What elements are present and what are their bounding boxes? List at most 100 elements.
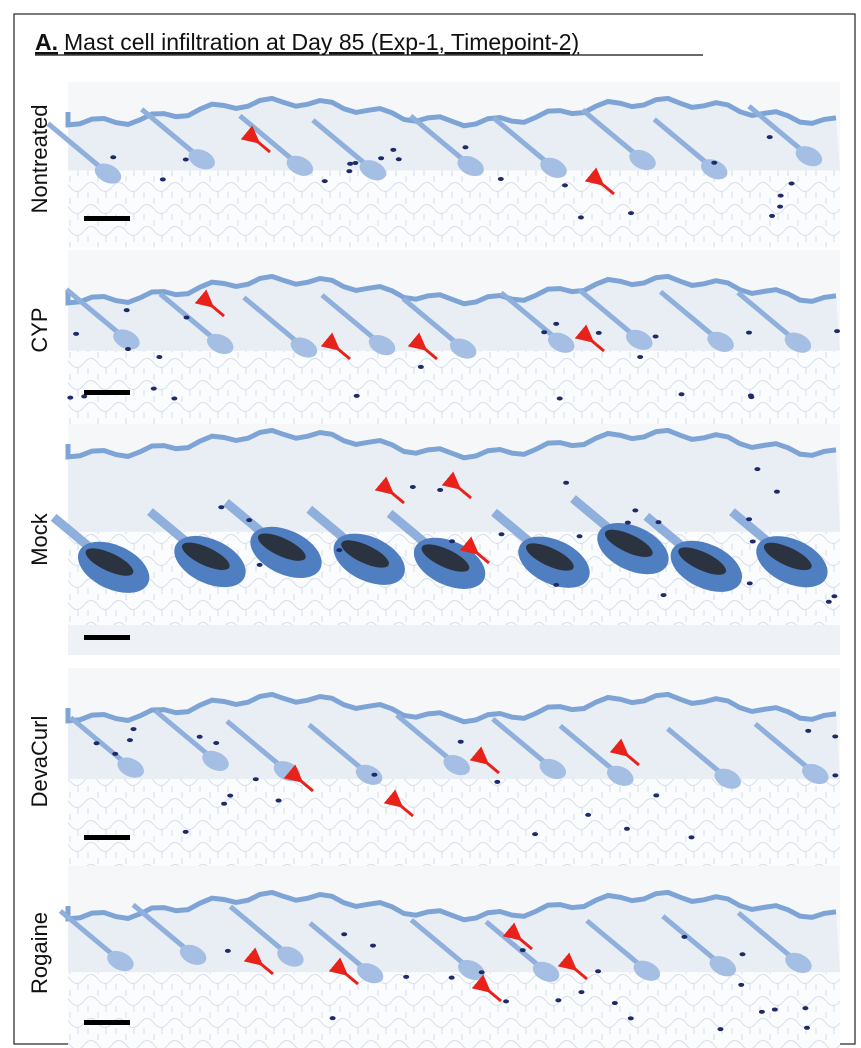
- mast-cell: [246, 518, 253, 523]
- mast-cell: [831, 594, 838, 599]
- panel-label: Mock: [27, 512, 52, 566]
- mast-cell: [595, 330, 602, 335]
- scale-bar: [84, 1020, 130, 1025]
- follicle-bulb: [784, 332, 812, 353]
- mast-cell: [126, 738, 133, 743]
- mast-cell: [346, 169, 353, 174]
- mast-cell: [123, 308, 130, 313]
- follicle-bulb: [709, 956, 737, 977]
- mast-cell: [390, 798, 398, 804]
- epidermis: [65, 95, 837, 129]
- mast-cell: [159, 177, 166, 182]
- follicle-bulb: [355, 764, 383, 785]
- mast-cell: [749, 539, 756, 544]
- mast-cell: [378, 156, 385, 161]
- mast-cell: [476, 755, 484, 761]
- mast-cell: [125, 347, 132, 352]
- panel-label: Nontreated: [27, 105, 52, 214]
- mast-cell: [403, 974, 410, 979]
- mast-cell: [448, 480, 456, 486]
- mast-cell: [738, 982, 745, 987]
- mast-cell: [564, 961, 572, 967]
- red-arrow: [469, 746, 500, 775]
- follicle-bulb: [707, 331, 734, 352]
- micrograph: [46, 82, 840, 248]
- red-arrow: [502, 922, 533, 951]
- follicle-bulb: [202, 750, 229, 771]
- epidermis: [65, 691, 837, 725]
- follicle-pigment: [181, 542, 230, 570]
- mast-cell: [777, 193, 784, 198]
- red-arrow: [609, 738, 640, 767]
- red-arrow: [283, 764, 314, 793]
- mast-cell: [437, 487, 444, 492]
- mast-cell: [717, 1027, 724, 1032]
- mast-cell: [290, 773, 298, 779]
- mast-cell: [347, 161, 354, 166]
- follicle-bulb: [290, 337, 318, 358]
- mast-cell: [771, 1007, 778, 1012]
- mast-cell: [532, 832, 539, 837]
- mast-cell: [802, 1006, 809, 1011]
- scale-bar: [84, 216, 130, 221]
- mast-cell: [414, 341, 422, 347]
- mast-cell: [519, 948, 526, 953]
- mast-cell: [777, 204, 784, 209]
- mast-cell: [93, 741, 100, 746]
- red-arrow: [459, 536, 490, 565]
- panel-letter: A.: [35, 29, 58, 55]
- mast-cell: [275, 798, 282, 803]
- follicle-bulb: [540, 157, 567, 178]
- mast-cell: [591, 176, 599, 182]
- mast-cell: [678, 392, 685, 397]
- follicle-pigment: [257, 533, 306, 561]
- mast-cell: [498, 532, 505, 537]
- follicle-pigment: [85, 548, 134, 576]
- mast-cell: [561, 183, 568, 188]
- mast-cell: [660, 593, 667, 598]
- follicle-bulb: [607, 765, 634, 786]
- mast-cell: [497, 177, 504, 182]
- follicle-bulb: [532, 961, 560, 982]
- mast-cell: [655, 520, 662, 525]
- fat-layer: [68, 779, 840, 873]
- mast-cell: [112, 751, 119, 756]
- mast-cell: [832, 734, 839, 739]
- mast-cell: [67, 395, 74, 400]
- mast-cell: [754, 467, 761, 472]
- mast-cell: [581, 333, 589, 339]
- follicle-bulb: [633, 960, 661, 981]
- mast-cell: [171, 396, 178, 401]
- figure-title: A. Mast cell infiltration at Day 85 (Exp-…: [35, 29, 579, 55]
- scale-bar: [84, 635, 130, 640]
- mast-cell: [616, 747, 624, 753]
- red-arrow: [407, 332, 438, 361]
- dermis: [68, 276, 840, 351]
- mast-cell: [739, 952, 746, 957]
- micrograph: [58, 866, 840, 1048]
- mast-cell: [449, 539, 456, 544]
- mast-cell: [494, 779, 501, 784]
- fascia: [68, 625, 840, 655]
- mast-cell: [632, 508, 639, 513]
- red-arrow: [374, 476, 405, 505]
- follicle-bulb: [356, 963, 384, 984]
- mast-cell: [329, 1016, 336, 1021]
- follicle-bulb: [94, 163, 122, 184]
- mast-cell: [803, 1025, 810, 1030]
- follicle-bulb: [700, 159, 728, 180]
- mast-cell: [592, 173, 599, 178]
- mast-cell: [321, 179, 328, 184]
- mast-cell: [748, 395, 755, 400]
- mast-cell: [81, 394, 88, 399]
- follicle-bulb: [629, 149, 656, 171]
- mast-cell: [409, 485, 416, 490]
- mast-cell: [156, 354, 163, 359]
- mast-cell: [766, 135, 773, 140]
- follicle-bulb: [179, 944, 207, 965]
- micrograph: [50, 424, 840, 655]
- follicle-bulb: [113, 329, 140, 350]
- follicle-bulb: [539, 758, 567, 780]
- mast-cell: [213, 740, 220, 745]
- mast-cell: [182, 157, 189, 162]
